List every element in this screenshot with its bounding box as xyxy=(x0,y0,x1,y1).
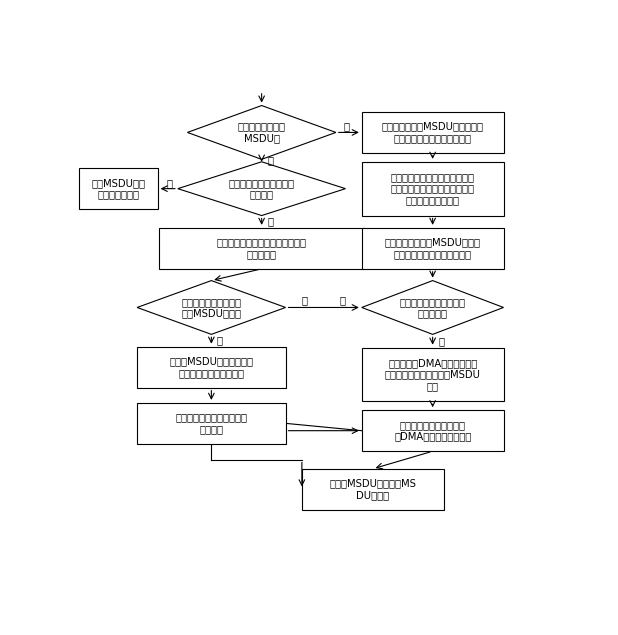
Text: 将申请的用于存储MSDU帧的缓
冲区空间加入该数据帧队列中: 将申请的用于存储MSDU帧的缓 冲区空间加入该数据帧队列中 xyxy=(384,237,481,259)
Text: 否: 否 xyxy=(267,217,273,227)
Text: 是: 是 xyxy=(166,178,172,188)
Text: 否: 否 xyxy=(217,335,223,345)
Bar xyxy=(362,112,504,153)
Text: 当前负载帧为单个
MSDU帧: 当前负载帧为单个 MSDU帧 xyxy=(238,122,286,144)
Text: 将当前MSDU帧加入该MS
DU帧队列: 将当前MSDU帧加入该MS DU帧队列 xyxy=(329,479,416,500)
Bar xyxy=(79,168,158,209)
Bar xyxy=(302,469,444,510)
Text: 将当前聚合帧加入到该空闲子区
域的数据帧队列中，并设置该队
列的对应标志为未完: 将当前聚合帧加入到该空闲子区 域的数据帧队列中，并设置该队 列的对应标志为未完 xyxy=(391,172,475,205)
Text: 当前缓冲区中所有数据帧
队列为空: 当前缓冲区中所有数据帧 队列为空 xyxy=(229,178,295,199)
Polygon shape xyxy=(362,281,504,335)
Text: 是: 是 xyxy=(438,336,444,346)
Bar xyxy=(362,347,504,401)
Text: 否: 否 xyxy=(344,121,349,131)
Polygon shape xyxy=(178,162,345,215)
Text: 将该MSDU帧交
给上层用户处理: 将该MSDU帧交 给上层用户处理 xyxy=(91,178,145,199)
Text: 建立并启动DMA传输事务，从
而完成从聚合帧中拷贝出MSDU
报文: 建立并启动DMA传输事务，从 而完成从聚合帧中拷贝出MSDU 报文 xyxy=(384,358,481,391)
Text: 将当前MSDU帧加入相邻的
空闲子区域的数据帧队列: 将当前MSDU帧加入相邻的 空闲子区域的数据帧队列 xyxy=(169,356,253,378)
Text: 是: 是 xyxy=(302,296,308,305)
Bar xyxy=(362,228,504,269)
Bar xyxy=(137,403,286,444)
Bar xyxy=(362,410,504,451)
Bar xyxy=(159,228,365,269)
Text: 当前聚合帧为缓冲区中唯
一的聚合帧: 当前聚合帧为缓冲区中唯 一的聚合帧 xyxy=(400,297,465,318)
Text: 设置该数据帧队列的对应标
志为完成: 设置该数据帧队列的对应标 志为完成 xyxy=(176,413,247,434)
Polygon shape xyxy=(137,281,286,335)
Text: 在缓冲区中顺序查找最后一个不为
空的子区域: 在缓冲区中顺序查找最后一个不为 空的子区域 xyxy=(217,237,307,259)
Text: 是: 是 xyxy=(267,156,273,166)
Text: 该子区域中的数据帧队
列为MSDU帧队列: 该子区域中的数据帧队 列为MSDU帧队列 xyxy=(181,297,242,318)
Text: 计算该聚合帧中MSDU帧的数目，
以申请相应数目的缓冲区空间: 计算该聚合帧中MSDU帧的数目， 以申请相应数目的缓冲区空间 xyxy=(382,122,484,144)
Text: 协议接收处理单元等待接
收DMA传输事务完成通知: 协议接收处理单元等待接 收DMA传输事务完成通知 xyxy=(394,420,472,441)
Bar xyxy=(137,347,286,387)
Polygon shape xyxy=(187,105,336,159)
Bar xyxy=(362,162,504,215)
Text: 否: 否 xyxy=(340,296,346,305)
